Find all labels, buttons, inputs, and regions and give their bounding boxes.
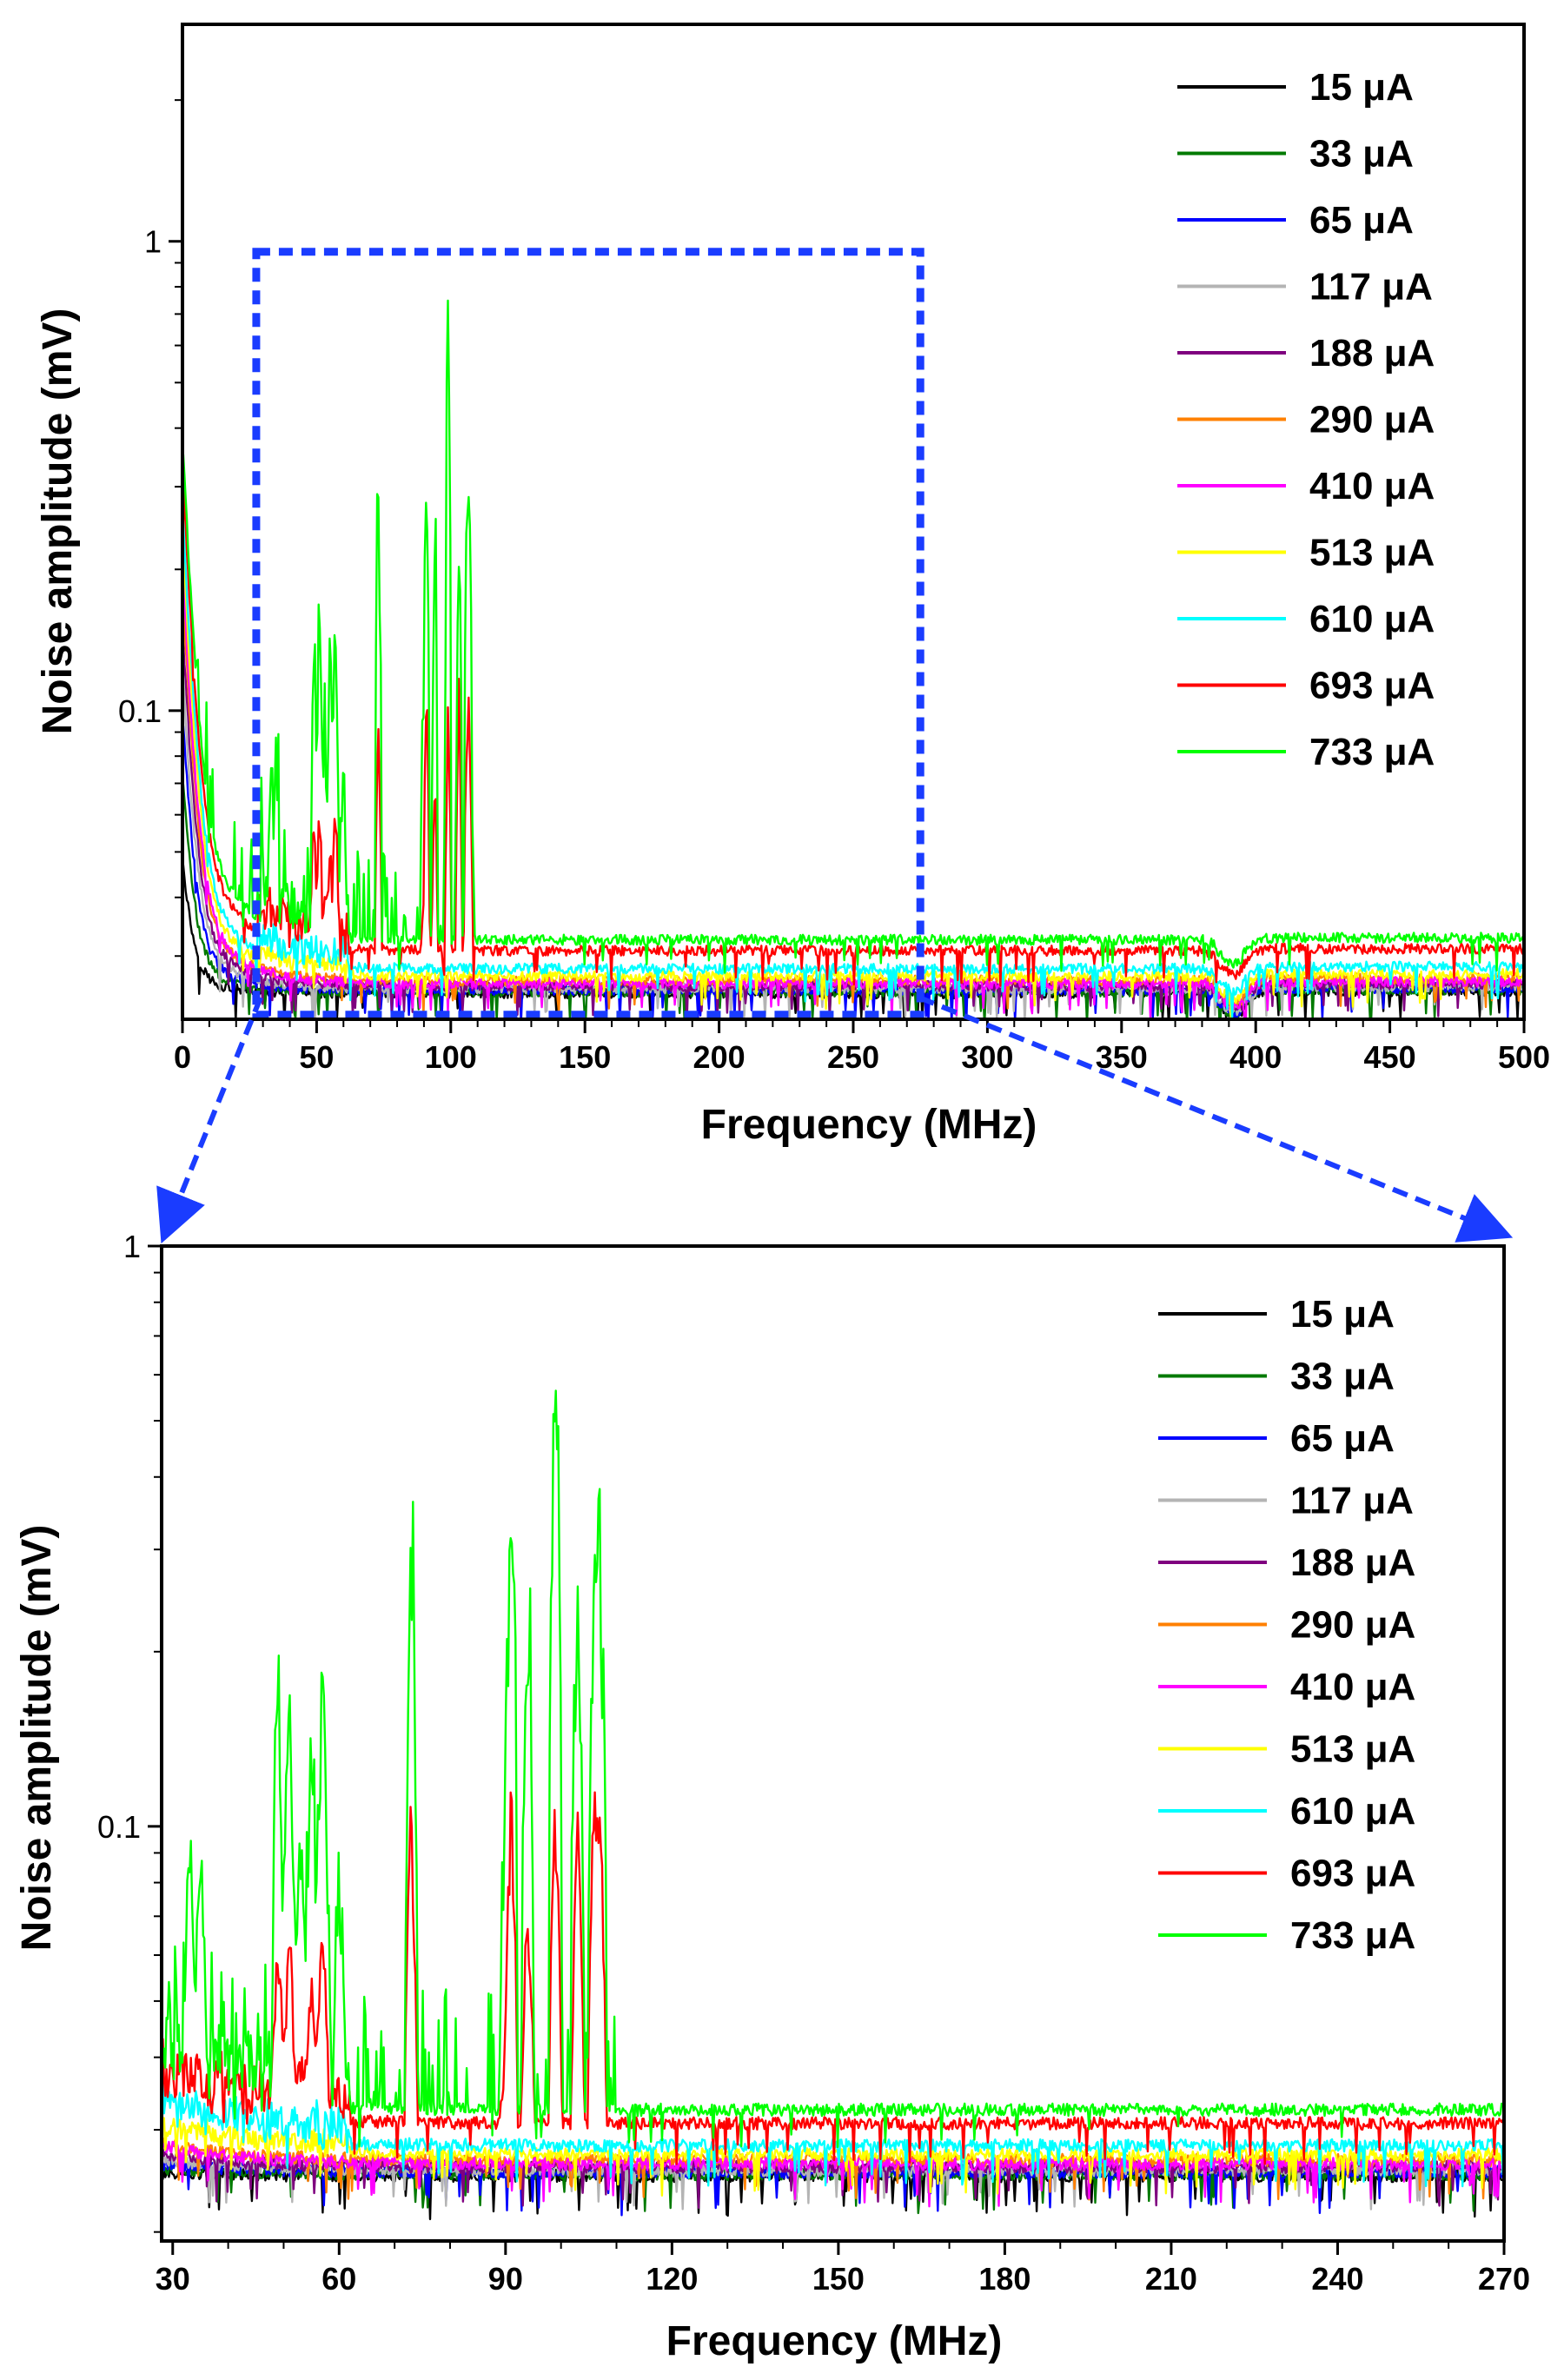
legend-item: 513 μA xyxy=(1158,1728,1415,1771)
legend-label: 513 μA xyxy=(1309,532,1435,574)
legend-item: 513 μA xyxy=(1177,532,1435,574)
zoom-plot-frame xyxy=(160,1244,1506,2243)
legend-item: 65 μA xyxy=(1158,1417,1395,1460)
legend-label: 290 μA xyxy=(1290,1604,1415,1647)
x-tick-label: 250 xyxy=(827,1039,879,1075)
legend-item: 33 μA xyxy=(1177,133,1414,176)
zoom-y-axis-label: Noise amplitude (mV) xyxy=(14,1525,60,1952)
y-tick-label: 1 xyxy=(123,1229,141,1264)
zoom-arrows xyxy=(156,995,1514,1244)
legend-item: 117 μA xyxy=(1158,1480,1414,1522)
series-line-610uA xyxy=(162,2079,1504,2189)
zoom-data-lines xyxy=(162,1389,1504,2221)
x-tick-label: 240 xyxy=(1311,2261,1363,2297)
overview-y-axis-label: Noise amplitude (mV) xyxy=(35,308,81,735)
zoom-legend: 15 μA 33 μA 65 μA 117 μA 188 μA 290 μA 410 μA 5… xyxy=(1158,1293,1415,1957)
legend-item: 610 μA xyxy=(1177,598,1435,640)
legend-label: 188 μA xyxy=(1290,1541,1415,1584)
legend-item: 188 μA xyxy=(1177,332,1435,375)
legend-item: 693 μA xyxy=(1177,665,1435,707)
legend-label: 15 μA xyxy=(1290,1293,1395,1336)
legend-item: 693 μA xyxy=(1158,1853,1415,1895)
zoom-arrow-left xyxy=(156,996,263,1244)
legend-item: 733 μA xyxy=(1177,731,1435,773)
series-line-410uA xyxy=(162,2140,1504,2208)
zoom-x-ticks: 30 60 90 120 150 180 210 240 270 xyxy=(156,2241,1530,2297)
zoom-x-axis-label: Frequency (MHz) xyxy=(666,2318,1003,2364)
series-line-733uA xyxy=(182,299,1524,974)
legend-label: 33 μA xyxy=(1290,1356,1395,1398)
x-tick-label: 400 xyxy=(1229,1039,1282,1075)
legend-item: 65 μA xyxy=(1177,199,1414,242)
x-tick-label: 50 xyxy=(299,1039,334,1075)
legend-label: 33 μA xyxy=(1309,133,1414,176)
legend-label: 290 μA xyxy=(1309,399,1435,441)
series-line-733uA xyxy=(162,1389,1504,2149)
overview-data-lines xyxy=(182,299,1524,1019)
legend-item: 290 μA xyxy=(1158,1604,1415,1647)
legend-label: 733 μA xyxy=(1309,731,1435,773)
overview-legend: 15 μA 33 μA 65 μA 117 μA 188 μA 290 μA 410 μA 5… xyxy=(1177,66,1435,773)
x-tick-label: 60 xyxy=(321,2261,356,2297)
x-tick-label: 350 xyxy=(1096,1039,1148,1075)
x-tick-label: 180 xyxy=(978,2261,1031,2297)
legend-label: 693 μA xyxy=(1290,1853,1415,1895)
series-line-693uA xyxy=(182,482,1524,987)
legend-item: 610 μA xyxy=(1158,1790,1415,1833)
x-tick-label: 210 xyxy=(1145,2261,1197,2297)
y-tick-label: 0.1 xyxy=(118,693,162,729)
x-tick-label: 90 xyxy=(488,2261,523,2297)
zoom-y-ticks: 0.11 xyxy=(97,1229,162,2233)
overview-x-ticks: 0 50 100 150 200 250 300 350 400 450 500 xyxy=(174,1019,1550,1075)
x-tick-label: 120 xyxy=(646,2261,698,2297)
legend-item: 410 μA xyxy=(1158,1666,1415,1708)
x-tick-label: 0 xyxy=(174,1039,191,1075)
legend-label: 188 μA xyxy=(1309,332,1435,375)
overview-y-ticks: 0.11 xyxy=(118,99,182,958)
x-tick-label: 450 xyxy=(1364,1039,1416,1075)
legend-item: 33 μA xyxy=(1158,1356,1395,1398)
x-tick-label: 30 xyxy=(156,2261,190,2297)
overview-zoom-box xyxy=(252,248,924,1019)
overview-x-axis-label: Frequency (MHz) xyxy=(701,1102,1037,1148)
overview-chart: 0 50 100 150 200 250 300 350 400 450 500 0.11 Freq… xyxy=(35,23,1550,1148)
legend-label: 693 μA xyxy=(1309,665,1435,707)
x-tick-label: 150 xyxy=(812,2261,865,2297)
zoom-arrow-right xyxy=(918,995,1514,1243)
legend-label: 610 μA xyxy=(1290,1790,1415,1833)
legend-item: 15 μA xyxy=(1177,66,1414,109)
legend-item: 15 μA xyxy=(1158,1293,1395,1336)
legend-item: 290 μA xyxy=(1177,399,1435,441)
legend-label: 65 μA xyxy=(1309,199,1414,242)
x-tick-label: 500 xyxy=(1498,1039,1550,1075)
legend-label: 610 μA xyxy=(1309,598,1435,640)
legend-item: 188 μA xyxy=(1158,1541,1415,1584)
legend-label: 410 μA xyxy=(1290,1666,1415,1708)
x-tick-label: 200 xyxy=(693,1039,746,1075)
zoom-chart: 30 60 90 120 150 180 210 240 270 0.11 Frequency … xyxy=(14,1229,1530,2364)
legend-label: 15 μA xyxy=(1309,66,1414,109)
x-tick-label: 150 xyxy=(559,1039,611,1075)
legend-label: 117 μA xyxy=(1309,266,1433,308)
y-tick-label: 1 xyxy=(144,224,162,260)
x-tick-label: 300 xyxy=(961,1039,1013,1075)
legend-item: 733 μA xyxy=(1158,1914,1415,1957)
legend-item: 117 μA xyxy=(1177,266,1433,308)
x-tick-label: 100 xyxy=(425,1039,477,1075)
legend-item: 410 μA xyxy=(1177,465,1435,507)
y-tick-label: 0.1 xyxy=(97,1809,141,1845)
series-line-513uA xyxy=(162,2117,1504,2197)
legend-label: 410 μA xyxy=(1309,465,1435,507)
legend-label: 65 μA xyxy=(1290,1417,1395,1460)
legend-label: 513 μA xyxy=(1290,1728,1415,1771)
legend-label: 117 μA xyxy=(1290,1480,1414,1522)
legend-label: 733 μA xyxy=(1290,1914,1415,1957)
x-tick-label: 270 xyxy=(1478,2261,1530,2297)
series-line-693uA xyxy=(162,1791,1504,2165)
